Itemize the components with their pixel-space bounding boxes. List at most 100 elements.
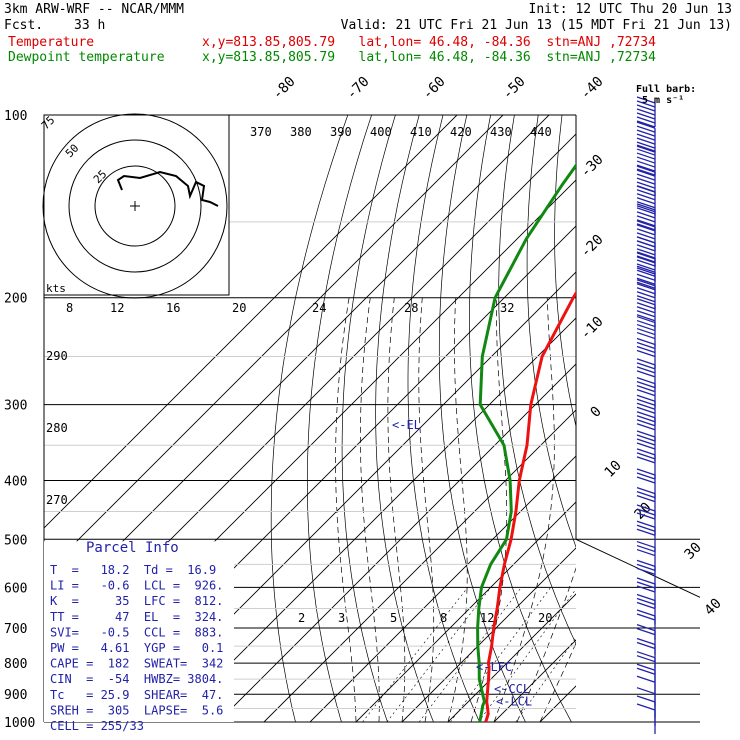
dewpoint-legend-label: Dewpoint temperature (8, 50, 165, 65)
model-title: 3km ARW-WRF -- NCAR/MMM (4, 2, 185, 17)
pressure-tick-label: 200 (4, 292, 27, 307)
theta-label: 400 (370, 125, 392, 139)
theta-label: 270 (46, 493, 68, 507)
mixing-ratio-label: 5 (390, 611, 397, 625)
isotherm-label: -60 (420, 74, 449, 103)
wind-barb (636, 559, 656, 591)
mixing-ratio-label: 24 (312, 301, 326, 315)
isotherm-line (309, 455, 576, 722)
moist-adiabat-line (387, 297, 406, 722)
barb-note-line2: 5 m s⁻¹ (642, 95, 684, 106)
isotherm-line (447, 593, 576, 722)
isotherm-line (355, 501, 576, 722)
isotherm-label: -10 (578, 314, 607, 343)
parcel-info-row: CELL = 255/33 (50, 719, 144, 733)
isotherm-label: -20 (578, 232, 607, 261)
parcel-info-row: LI = -0.6 LCL = 926. (50, 579, 223, 593)
isotherm-label: 30 (682, 540, 705, 563)
lfc-annotation: <-LFC (476, 660, 512, 674)
hodograph-ring (94, 165, 176, 247)
mixing-ratio-label: 32 (500, 301, 514, 315)
lcl-annotation: <-LCL (496, 695, 532, 709)
theta-label: 280 (46, 421, 68, 435)
ccl-annotation: <-CCL (494, 682, 530, 696)
wind-barb (636, 411, 656, 442)
temperature-legend-info: x,y=813.85,805.79 lat,lon= 46.48, -84.36… (202, 35, 656, 50)
dry-adiabat-line (554, 115, 576, 428)
wind-barb (636, 593, 656, 625)
wind-barb (636, 298, 656, 329)
isotherm-label: -30 (578, 152, 607, 181)
isotherm-label: -40 (578, 74, 607, 103)
wind-barb (636, 96, 656, 128)
mixing-ratio-label: 16 (166, 301, 180, 315)
theta-label: 290 (46, 349, 68, 363)
isotherm-label: -80 (270, 74, 299, 103)
isotherm-line (263, 409, 576, 722)
parcel-info-row: PW = 4.61 YGP = 0.1 (50, 641, 223, 655)
theta-label: 430 (490, 125, 512, 139)
pressure-tick-label: 600 (4, 581, 27, 596)
wind-barb (636, 687, 656, 718)
dry-adiabat-line (657, 115, 740, 722)
mixing-ratio-label: 12 (480, 611, 494, 625)
dry-adiabat-line (681, 115, 740, 722)
moist-adiabat-line (360, 297, 380, 722)
wind-barb (636, 703, 656, 734)
wind-barb (636, 165, 656, 197)
isotherm-label: -70 (344, 74, 373, 103)
parcel-info-row: CAPE = 182 SWEAT= 342 (50, 657, 223, 671)
mixing-ratio-label: 28 (404, 301, 418, 315)
wind-barb (636, 315, 656, 347)
mixing-ratio-label: 2 (298, 611, 305, 625)
mixing-ratio-label: 20 (232, 301, 246, 315)
moist-adiabat-line (516, 567, 576, 722)
wind-barb (636, 377, 656, 408)
parcel-info-row: SVI= -0.5 CCL = 883. (50, 625, 223, 639)
isotherm-label: 10 (602, 458, 625, 481)
mixing-ratio-label: 8 (66, 301, 73, 315)
barb-note-line1: Full barb: (636, 84, 696, 95)
isotherm-label: -50 (500, 74, 529, 103)
wind-barb (636, 185, 656, 216)
parcel-info-row: T = 18.2 Td = 16.9 (50, 563, 216, 577)
mixing-ratio-line (386, 587, 492, 722)
theta-label: 440 (530, 125, 552, 139)
isotherm-line (401, 547, 576, 722)
moist-adiabat-line (470, 297, 508, 722)
moist-adiabat-line (539, 642, 576, 722)
forecast-hour: 33 h (74, 18, 106, 33)
pressure-tick-label: 500 (4, 533, 27, 548)
wind-barb (636, 430, 656, 461)
mixing-ratio-label: 20 (538, 611, 552, 625)
hodograph-frame (43, 114, 230, 296)
moist-adiabat-line (418, 297, 435, 722)
parcel-info-row: Tc = 25.9 SHEAR= 47. (50, 688, 223, 702)
isotherm-line (217, 363, 576, 722)
valid-time: Valid: 21 UTC Fri 21 Jun 13 (15 MDT Fri … (340, 18, 732, 33)
dry-adiabat-line (705, 115, 740, 722)
wind-barb (636, 121, 656, 153)
init-time: Init: 12 UTC Thu 20 Jun 13 (528, 2, 733, 17)
hodograph-ring (42, 113, 228, 299)
wind-barb (636, 251, 656, 282)
isotherm-line (44, 115, 458, 529)
hodograph-trace (116, 170, 219, 207)
theta-label: 380 (290, 125, 312, 139)
parcel-info-panel (44, 541, 234, 722)
pressure-tick-label: 800 (4, 657, 27, 672)
dewpoint-legend-info: x,y=813.85,805.79 lat,lon= 46.48, -84.36… (202, 50, 656, 65)
mixing-ratio-line (362, 587, 469, 722)
dry-adiabat-line (729, 115, 740, 722)
parcel-info-row: TT = 47 EL = 324. (50, 610, 223, 624)
hodograph-units-label: kts (46, 282, 66, 295)
dry-adiabat-line (438, 115, 526, 722)
pressure-tick-label: 300 (4, 399, 27, 414)
theta-label: 390 (330, 125, 352, 139)
pressure-tick-label: 400 (4, 474, 27, 489)
wind-barb (636, 394, 656, 426)
moist-adiabat-line (493, 297, 555, 722)
theta-label: 410 (410, 125, 432, 139)
pressure-tick-label: 100 (4, 109, 27, 124)
